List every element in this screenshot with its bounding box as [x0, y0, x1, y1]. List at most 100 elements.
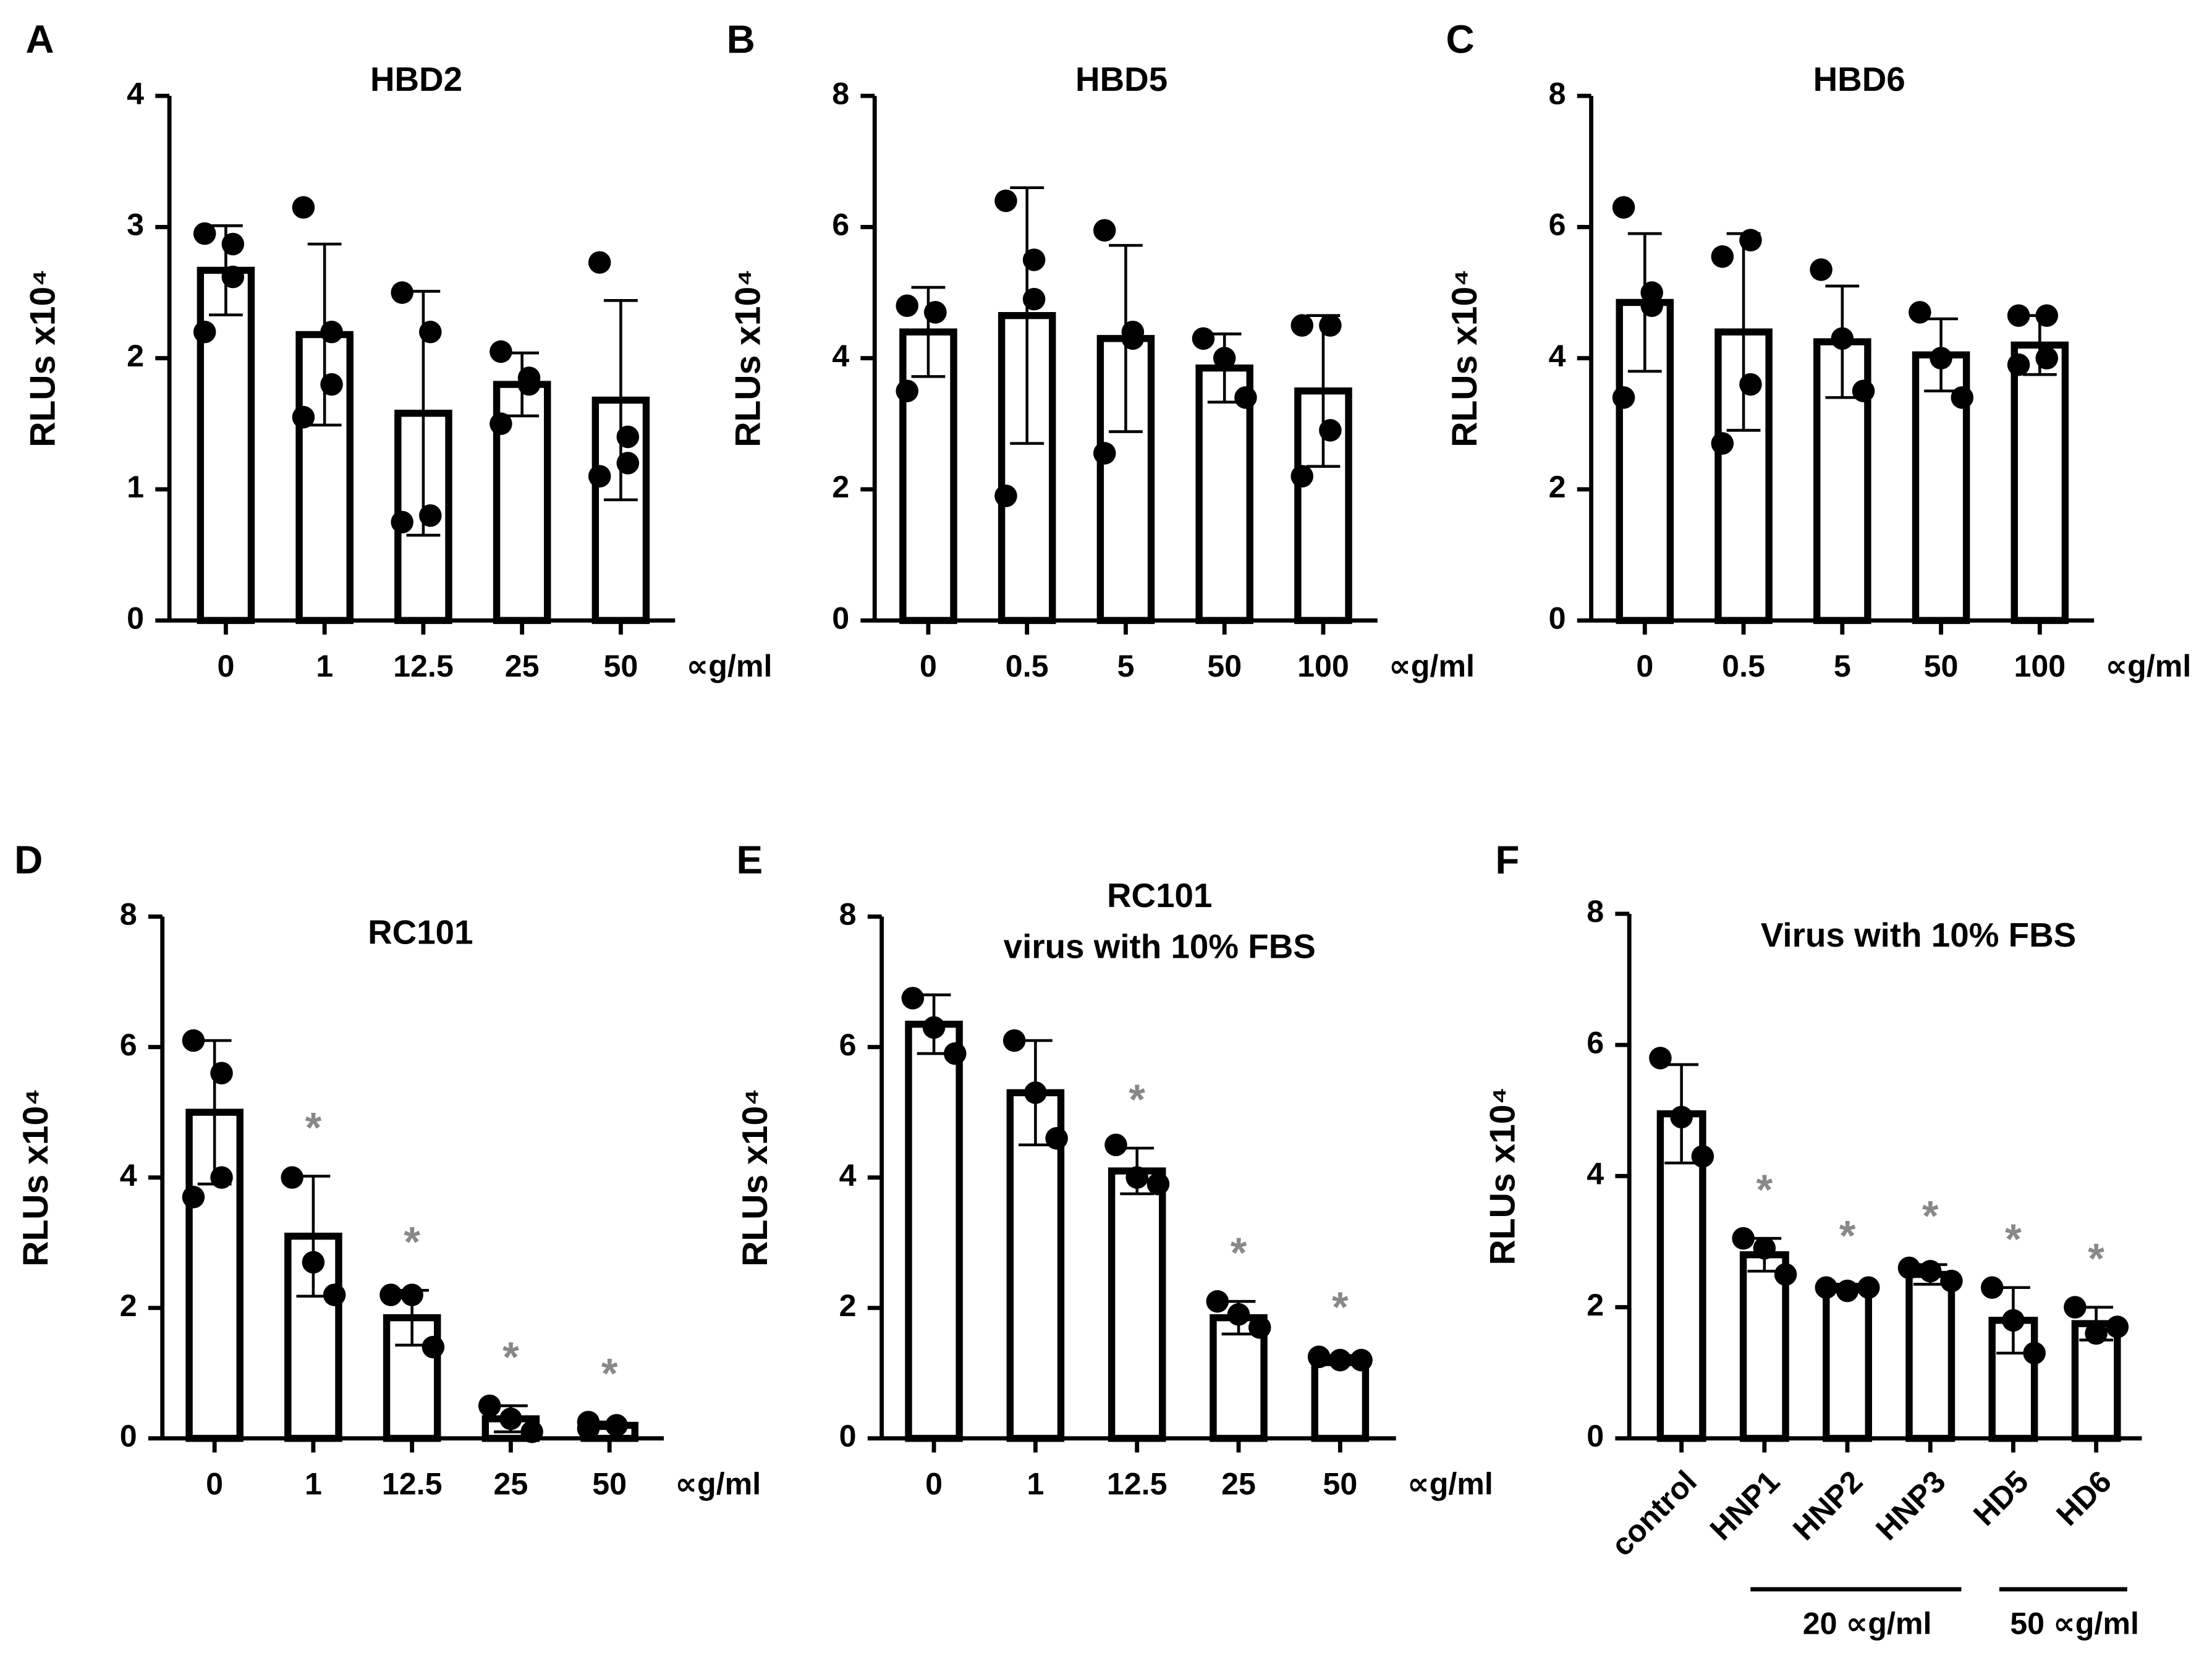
x-axis-label: ∝g/ml	[687, 649, 773, 683]
data-point	[1125, 1166, 1148, 1189]
data-point	[520, 1421, 543, 1443]
x-tick-label: 50	[1207, 649, 1242, 683]
data-point	[302, 1251, 325, 1274]
data-point	[588, 465, 611, 488]
bar	[1108, 1167, 1166, 1442]
chart-title: HBD2	[370, 60, 462, 98]
data-point	[1290, 465, 1313, 488]
x-axis-label: ∝g/ml	[2105, 649, 2191, 683]
panel-letter: B	[727, 17, 755, 61]
x-tick-label: control	[1604, 1464, 1703, 1563]
data-point	[182, 1029, 205, 1052]
data-point	[1319, 419, 1342, 442]
significance-marker: *	[1129, 1076, 1145, 1123]
significance-marker: *	[2005, 1215, 2022, 1263]
x-tick-label: 12.5	[1107, 1467, 1167, 1501]
significance-marker: *	[1922, 1193, 1939, 1240]
x-tick-label: 0	[1636, 649, 1653, 683]
data-point	[1739, 373, 1762, 396]
data-point	[1121, 327, 1145, 350]
chart-title: HBD5	[1075, 60, 1167, 98]
y-tick-label: 2	[1549, 470, 1566, 504]
data-point	[1104, 1133, 1127, 1157]
x-axis-label: ∝g/ml	[1389, 649, 1475, 683]
x-tick-label: 0	[206, 1467, 223, 1501]
data-point	[1649, 1047, 1672, 1070]
data-point	[400, 1283, 423, 1306]
data-point	[1815, 1276, 1838, 1299]
data-point	[616, 425, 640, 449]
x-tick-label: 1	[316, 649, 333, 683]
data-point	[499, 1407, 522, 1430]
panel-letter: F	[1495, 838, 1519, 882]
data-point	[605, 1414, 628, 1437]
data-point	[1227, 1303, 1250, 1326]
x-tick-label: 50	[592, 1467, 627, 1501]
data-point	[1670, 1105, 1693, 1129]
data-point	[1319, 314, 1342, 337]
x-tick-label: 50	[1924, 649, 1959, 683]
x-tick-label: 12.5	[382, 1467, 443, 1501]
data-point	[489, 340, 512, 363]
data-point	[896, 294, 918, 318]
data-point	[896, 379, 918, 402]
data-point	[994, 189, 1017, 213]
y-tick-label: 8	[120, 897, 137, 932]
y-tick-label: 6	[832, 208, 849, 242]
x-tick-label: HNP3	[1869, 1464, 1952, 1547]
data-point	[323, 1283, 346, 1306]
data-point	[994, 484, 1017, 507]
bar	[1823, 1284, 1872, 1442]
data-point	[1897, 1256, 1921, 1280]
y-axis-label: RLUs x10⁴	[735, 1089, 775, 1267]
y-tick-label: 2	[120, 1288, 137, 1323]
data-point	[391, 510, 413, 534]
y-tick-label: 4	[1587, 1157, 1604, 1191]
panel-letter: D	[14, 838, 43, 882]
x-tick-label: 1	[1027, 1467, 1044, 1501]
data-point	[2023, 1341, 2046, 1365]
y-tick-label: 6	[839, 1028, 857, 1062]
data-point	[210, 1062, 233, 1085]
y-tick-label: 0	[1587, 1419, 1604, 1453]
data-point	[2064, 1296, 2087, 1319]
x-axis-label: ∝g/ml	[1407, 1467, 1493, 1501]
group-label: 20 ∝g/ml	[1803, 1607, 1932, 1641]
group-label: 50 ∝g/ml	[2010, 1607, 2139, 1641]
y-axis-label: RLUs x10⁴	[16, 1089, 56, 1267]
x-tick-label: 0.5	[1006, 649, 1049, 683]
data-point	[1980, 1276, 2004, 1299]
chart-subtitle: virus with 10% FBS	[1004, 927, 1316, 965]
y-tick-label: 6	[1549, 208, 1566, 242]
data-point	[2002, 1309, 2025, 1332]
significance-marker: *	[502, 1333, 519, 1381]
data-point	[1940, 1269, 1963, 1293]
significance-marker: *	[1332, 1283, 1349, 1331]
data-point	[1951, 386, 1974, 409]
y-tick-label: 0	[839, 1419, 857, 1453]
data-point	[1852, 379, 1875, 402]
data-point	[517, 373, 541, 396]
y-tick-label: 8	[832, 76, 849, 111]
data-point	[1831, 327, 1854, 350]
data-point	[489, 412, 512, 436]
y-tick-label: 4	[127, 76, 144, 111]
data-point	[922, 1016, 946, 1039]
data-point	[577, 1417, 600, 1440]
x-tick-label: 100	[2014, 649, 2066, 683]
y-tick-label: 3	[127, 208, 144, 242]
x-tick-label: 1	[305, 1467, 322, 1501]
chart-title: HBD6	[1813, 60, 1905, 98]
data-point	[1022, 287, 1046, 311]
data-point	[1045, 1127, 1068, 1150]
y-axis-label: RLUs x10⁴	[1445, 269, 1485, 447]
x-tick-label: 50	[604, 649, 638, 683]
data-point	[419, 320, 442, 344]
y-tick-label: 4	[120, 1158, 137, 1193]
data-point	[1753, 1236, 1776, 1260]
data-point	[478, 1394, 501, 1417]
y-tick-label: 2	[839, 1288, 857, 1323]
x-tick-label: 5	[1117, 649, 1134, 683]
chart-title: RC101	[368, 913, 473, 952]
data-point	[1691, 1145, 1714, 1168]
